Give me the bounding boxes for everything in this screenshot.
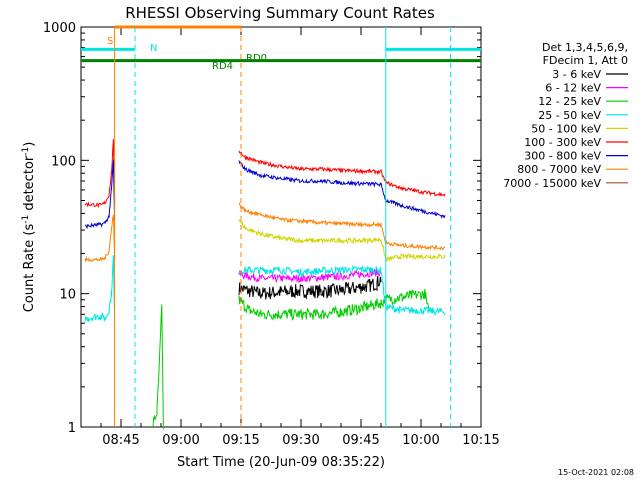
flag-label-s: S (107, 36, 113, 47)
series-line-6 (84, 159, 446, 230)
x-tick-label: 09:15 (222, 433, 259, 448)
flag-labels: S N RD0 RD4 (107, 36, 267, 72)
flag-label-n: N (150, 43, 157, 54)
series-line-2 (152, 288, 430, 430)
legend-entry-label: 50 - 100 keV (531, 122, 601, 135)
x-tick-label: 08:45 (102, 433, 139, 448)
legend-entry-label: 800 - 7000 keV (517, 163, 601, 176)
y-tick-label: 10 (59, 288, 76, 303)
observing-flags (81, 25, 481, 63)
legend-entry-label: 100 - 300 keV (524, 136, 601, 149)
x-tick-label: 10:15 (462, 433, 499, 448)
y-tick-label: 100 (51, 154, 76, 169)
x-tick-label: 09:45 (342, 433, 379, 448)
series-line-1 (238, 268, 381, 284)
flag-boundaries (114, 27, 452, 427)
flag-label-rd0: RD0 (246, 53, 267, 64)
y-axis-label: Count Rate (s-1 detector-1) (21, 142, 37, 313)
y-tick-label: 1 (68, 421, 76, 436)
x-tick-label: 10:00 (402, 433, 439, 448)
chart-title: RHESSI Observing Summary Count Rates (125, 4, 435, 22)
render-timestamp: 15-Oct-2021 02:08 (558, 468, 634, 477)
legend-entry-label: 3 - 6 keV (552, 68, 601, 81)
series-line-7 (84, 202, 446, 263)
series-lines (84, 139, 446, 430)
series-line-3 (84, 255, 446, 323)
legend-entry-label: 25 - 50 keV (538, 109, 601, 122)
flag-label-rd4: RD4 (212, 61, 233, 72)
legend-detectors: Det 1,3,4,5,6,9, (542, 41, 628, 54)
series-line-0 (238, 276, 382, 300)
axis-ticks: 08:45 09:00 09:15 09:30 09:45 10:00 10:15 1 10 10… (43, 21, 500, 448)
x-axis-label: Start Time (20-Jun-09 08:35:22) (177, 455, 385, 470)
legend-entry-label: 300 - 800 keV (524, 150, 601, 163)
series-line-4 (238, 219, 446, 262)
x-tick-label: 09:00 (162, 433, 199, 448)
x-tick-label: 09:30 (282, 433, 319, 448)
legend-entry-label: 6 - 12 keV (545, 82, 601, 95)
series-line-5 (84, 139, 446, 209)
legend-fdecim: FDecim 1, Att 0 (543, 54, 628, 67)
legend-entry-label: 7000 - 15000 keV (503, 177, 601, 190)
legend-entry-label: 12 - 25 keV (538, 95, 601, 108)
y-tick-label: 1000 (43, 21, 76, 36)
